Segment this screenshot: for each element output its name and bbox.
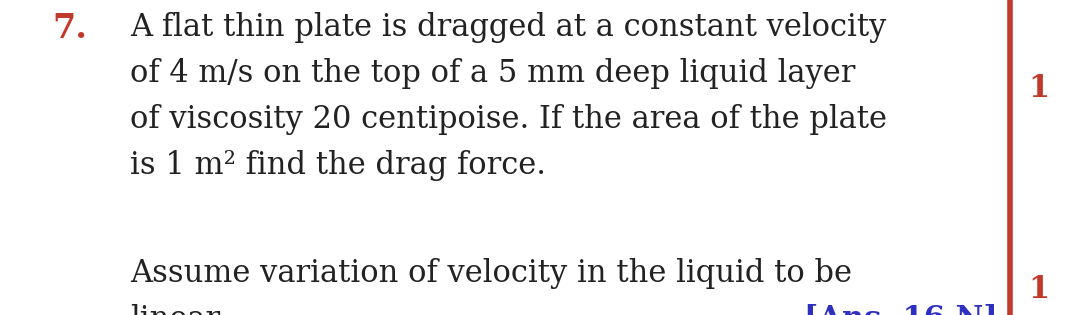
Text: 1: 1 xyxy=(1028,274,1049,305)
Text: A flat thin plate is dragged at a constant velocity: A flat thin plate is dragged at a consta… xyxy=(130,12,887,43)
Text: 1: 1 xyxy=(1028,73,1049,104)
Text: 7.: 7. xyxy=(52,12,87,45)
Text: linear.: linear. xyxy=(130,304,227,315)
Text: is 1 m² find the drag force.: is 1 m² find the drag force. xyxy=(130,150,546,181)
Text: [Ans. 16 N]: [Ans. 16 N] xyxy=(805,304,998,315)
Text: of 4 m/s on the top of a 5 mm deep liquid layer: of 4 m/s on the top of a 5 mm deep liqui… xyxy=(130,58,855,89)
Text: Assume variation of velocity in the liquid to be: Assume variation of velocity in the liqu… xyxy=(130,258,852,289)
Text: of viscosity 20 centipoise. If the area of the plate: of viscosity 20 centipoise. If the area … xyxy=(130,104,887,135)
